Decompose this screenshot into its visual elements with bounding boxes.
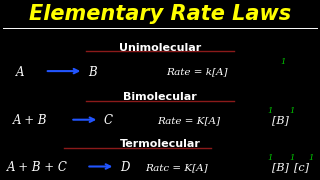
Text: A + B + C: A + B + C xyxy=(6,161,67,174)
Text: 1: 1 xyxy=(290,154,295,161)
Text: 1: 1 xyxy=(290,107,295,115)
Text: 1: 1 xyxy=(267,107,273,115)
Text: [B]: [B] xyxy=(272,116,289,126)
Text: Rate = k[A]: Rate = k[A] xyxy=(166,68,228,76)
Text: 1: 1 xyxy=(280,58,285,66)
Text: [c]: [c] xyxy=(294,162,309,172)
Text: Bimolecular: Bimolecular xyxy=(123,92,197,102)
Text: Unimolecular: Unimolecular xyxy=(119,43,201,53)
Text: [B]: [B] xyxy=(272,162,289,172)
Text: B: B xyxy=(88,66,97,78)
Text: C: C xyxy=(104,114,113,127)
Text: 1: 1 xyxy=(267,154,273,161)
Text: A: A xyxy=(16,66,25,78)
Text: A + B: A + B xyxy=(13,114,47,127)
Text: Termolecular: Termolecular xyxy=(120,139,200,149)
Text: Elementary Rate Laws: Elementary Rate Laws xyxy=(29,3,291,24)
Text: 1: 1 xyxy=(309,154,314,161)
Text: Ratc = K[A]: Ratc = K[A] xyxy=(146,163,208,172)
Text: D: D xyxy=(120,161,129,174)
Text: Rate = K[A]: Rate = K[A] xyxy=(157,116,220,125)
